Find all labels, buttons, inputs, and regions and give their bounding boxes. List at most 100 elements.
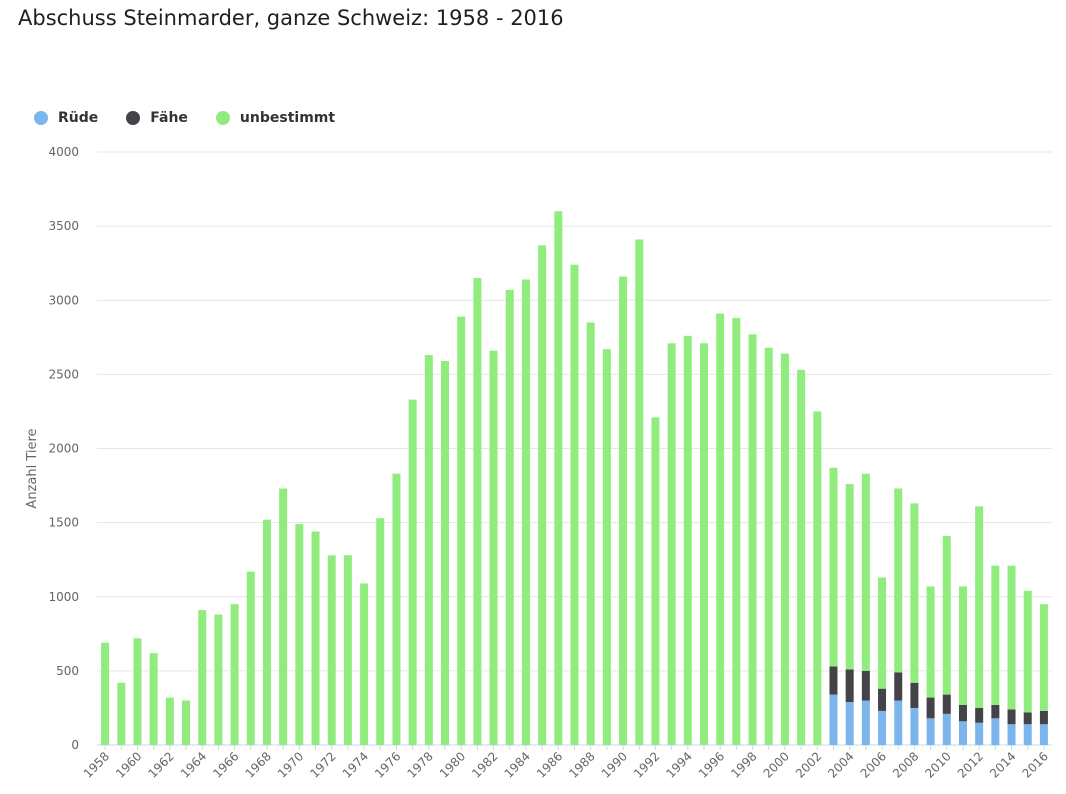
bar-unbestimmt-2013 [991,565,1000,705]
bar-unbestimmt-1967 [246,571,255,745]
bar-Fähe-2010 [942,694,951,714]
bar-unbestimmt-1996 [716,313,725,745]
bar-unbestimmt-2004 [845,484,854,670]
bar-unbestimmt-1979 [441,361,450,745]
bar-unbestimmt-1972 [327,555,336,745]
bar-unbestimmt-1990 [619,276,628,745]
bar-unbestimmt-1986 [554,211,563,746]
bar-Fähe-2011 [958,704,967,722]
legend: Rüde Fähe unbestimmt [34,110,363,126]
bar-Rüde-2006 [878,710,887,745]
bar-unbestimmt-1959 [117,682,126,745]
bar-Rüde-2009 [926,718,935,745]
x-tick-label: 1976 [372,749,403,780]
bar-unbestimmt-1987 [570,264,579,745]
x-tick-label: 2002 [793,749,824,780]
bar-unbestimmt-2011 [958,586,967,705]
y-tick-label: 3000 [48,293,79,307]
bar-unbestimmt-1984 [521,279,530,745]
bar-Rüde-2010 [942,713,951,745]
x-tick-label: 1986 [534,749,565,780]
x-tick-label: 1962 [145,749,176,780]
bar-unbestimmt-1973 [343,555,352,745]
bar-Rüde-2013 [991,718,1000,745]
bar-unbestimmt-1993 [667,343,676,745]
bar-unbestimmt-2006 [878,577,887,689]
bar-unbestimmt-1982 [489,350,498,745]
bar-Fähe-2015 [1023,712,1032,725]
x-tick-label: 1990 [599,749,630,780]
x-tick-label: 1974 [340,749,371,780]
bar-unbestimmt-2000 [780,353,789,745]
bar-Rüde-2016 [1039,724,1048,745]
bar-unbestimmt-1981 [473,278,482,745]
x-tick-label: 2004 [825,749,856,780]
legend-label-unbestimmt: unbestimmt [239,110,336,126]
legend-marker-ruede [34,111,48,125]
y-tick-label: 2000 [48,442,79,456]
bar-Rüde-2007 [894,700,903,745]
x-tick-label: 1968 [243,749,274,780]
bar-unbestimmt-1958 [101,642,110,745]
bar-unbestimmt-1991 [635,239,644,745]
bar-unbestimmt-2005 [861,473,870,671]
bar-unbestimmt-1968 [262,519,271,745]
bar-unbestimmt-1960 [133,638,142,745]
x-tick-label: 1992 [631,749,662,780]
legend-item-unbestimmt[interactable]: unbestimmt [215,110,336,126]
bar-Fähe-2012 [975,707,984,723]
bar-unbestimmt-2007 [894,488,903,673]
bar-unbestimmt-2012 [975,506,984,708]
bar-unbestimmt-1989 [602,349,611,745]
legend-marker-faehe [126,111,141,125]
bar-unbestimmt-1983 [505,289,514,745]
bar-Rüde-2015 [1023,724,1032,745]
bar-unbestimmt-1966 [230,604,239,745]
bar-unbestimmt-1980 [457,316,466,745]
bar-Fähe-2004 [845,669,854,703]
x-tick-label: 2000 [761,749,792,780]
bar-unbestimmt-1997 [732,318,741,745]
bar-unbestimmt-2001 [797,369,806,745]
bar-unbestimmt-1995 [699,343,708,745]
legend-marker-unbestimmt [215,111,230,125]
bar-unbestimmt-1998 [748,334,757,745]
bar-unbestimmt-1978 [424,355,433,745]
x-tick-label: 1996 [696,749,727,780]
bar-unbestimmt-1974 [360,583,369,745]
bar-unbestimmt-1975 [376,518,385,745]
bar-unbestimmt-2016 [1039,604,1048,711]
bar-Rüde-2005 [861,700,870,745]
y-tick-label: 1500 [48,516,79,530]
y-tick-label: 2500 [48,367,79,381]
legend-item-faehe[interactable]: Fähe [126,110,188,126]
bar-Fähe-2006 [878,688,887,711]
bar-Fähe-2008 [910,682,919,708]
bar-unbestimmt-1961 [149,653,158,745]
x-tick-label: 1966 [210,749,241,780]
x-tick-label: 2008 [890,749,921,780]
bar-Fähe-2014 [1007,709,1016,725]
bar-unbestimmt-1985 [538,245,547,745]
bar-unbestimmt-1992 [651,417,660,745]
bar-unbestimmt-1977 [408,399,417,745]
bar-Rüde-2011 [958,721,967,745]
bar-unbestimmt-1988 [586,322,595,745]
bar-Fähe-2003 [829,666,838,695]
bar-unbestimmt-1971 [311,531,320,745]
y-tick-label: 3500 [48,219,79,233]
legend-item-ruede[interactable]: Rüde [34,110,98,126]
y-tick-label: 1000 [48,590,79,604]
x-tick-label: 1964 [178,749,209,780]
x-tick-label: 1984 [502,749,533,780]
x-tick-label: 1982 [469,749,500,780]
y-axis-title: Anzahl Tiere [25,428,40,508]
bar-unbestimmt-2002 [813,411,822,745]
x-tick-label: 1972 [307,749,338,780]
x-tick-label: 1994 [663,749,694,780]
x-tick-label: 1980 [437,749,468,780]
bar-Rüde-2004 [845,702,854,745]
bar-Fähe-2013 [991,704,1000,719]
bar-Rüde-2008 [910,707,919,745]
